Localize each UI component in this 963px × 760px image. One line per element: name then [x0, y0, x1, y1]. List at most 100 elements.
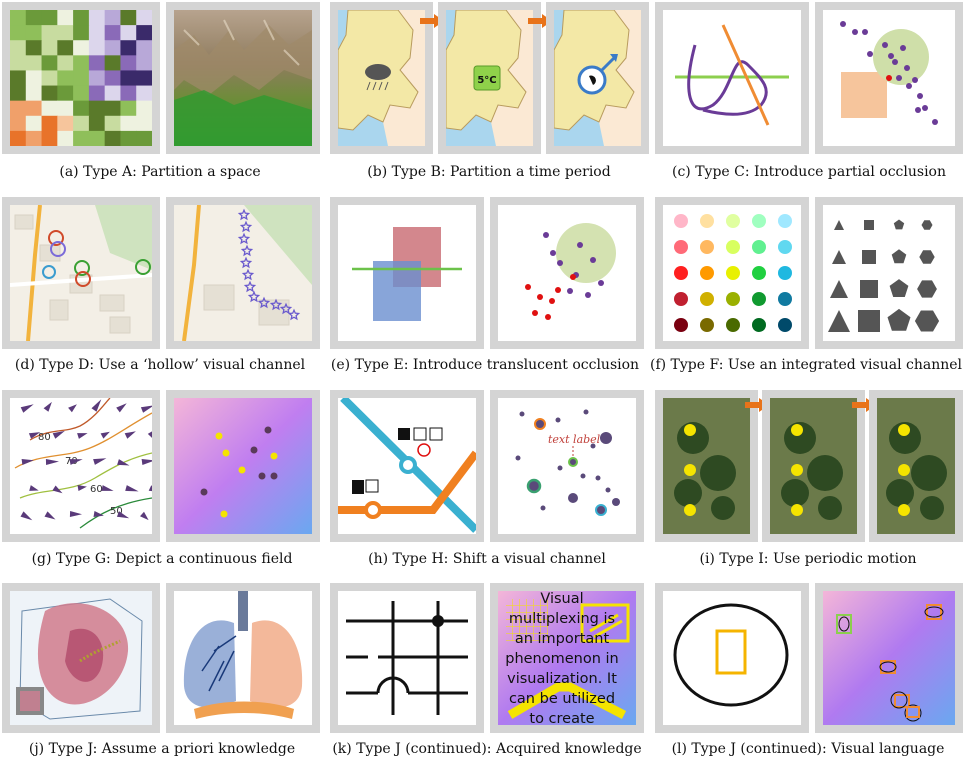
grid-cell — [120, 130, 137, 146]
wind-barb-icon — [147, 431, 152, 438]
panel-j-lungs — [166, 583, 320, 733]
caption-c: (c) Type C: Introduce partial occlusion — [672, 164, 946, 180]
wind-barb-icon — [101, 485, 114, 491]
wind-barb-icon — [20, 404, 34, 413]
color-dot — [700, 214, 714, 228]
grid-cell — [136, 70, 152, 87]
pentagon-shape — [893, 219, 905, 230]
wind-barb-icon — [93, 458, 107, 465]
color-dot — [752, 318, 766, 332]
grid-cell — [73, 130, 90, 146]
caption-i: (i) Type I: Use periodic motion — [699, 551, 917, 567]
color-dot — [700, 318, 714, 332]
grid-cell — [41, 115, 58, 132]
grid-cell — [136, 40, 152, 56]
wind-barb-icon — [43, 401, 52, 412]
grid-cell — [41, 130, 58, 146]
star-icon — [279, 302, 293, 315]
triangle-shape — [828, 310, 850, 332]
map-temperature: 5°C — [446, 10, 533, 146]
grid-cell — [88, 70, 106, 87]
panel-e-squares — [330, 197, 484, 349]
color-dot — [700, 292, 714, 306]
color-dot — [726, 318, 740, 332]
color-dot — [752, 266, 766, 280]
hollow-map-stars — [174, 205, 312, 341]
grid-cell — [25, 40, 43, 56]
grid-cell — [57, 70, 74, 87]
color-dot — [752, 292, 766, 306]
grid-cell — [88, 25, 106, 41]
panel-i-frame-3 — [869, 390, 963, 542]
grid-cell — [120, 10, 137, 26]
grid-cell — [104, 10, 121, 26]
wind-barb-icon — [140, 511, 149, 521]
grid-cell — [25, 10, 43, 26]
temperature-label: 5°C — [477, 75, 496, 86]
grid-cell — [10, 40, 27, 56]
grid-cell — [57, 100, 74, 117]
grid-cell — [120, 85, 137, 102]
color-dot — [752, 214, 766, 228]
grid-cell — [73, 100, 90, 117]
grid-cell — [25, 100, 43, 117]
rain-cloud-icon — [365, 64, 391, 91]
wind-barb-icon — [77, 433, 88, 439]
panel-b-map-1 — [330, 2, 433, 154]
panel-c-curves — [655, 2, 809, 154]
grid-cell — [41, 40, 58, 56]
hexagon-shape — [921, 220, 933, 230]
caption-f: (f) Type F: Use an integrated visual cha… — [649, 357, 963, 373]
map-rain — [338, 10, 425, 146]
caption-h: (h) Type H: Shift a visual channel — [368, 551, 606, 567]
caption-k: (k) Type J (continued): Acquired knowled… — [332, 741, 642, 757]
grid-cell — [10, 115, 27, 132]
grid-cell — [136, 85, 152, 102]
multiplex-paragraph: Visual multiplexing is an important phen… — [505, 591, 619, 725]
grid-cell — [10, 85, 27, 102]
grid-cell — [25, 115, 43, 132]
grid-cell — [73, 55, 90, 71]
grid-cell — [88, 100, 106, 117]
wind-barb-icon — [21, 459, 34, 465]
caption-a: (a) Type A: Partition a space — [59, 164, 261, 180]
wind-barb-icon — [45, 459, 59, 465]
grid-cell — [73, 115, 90, 132]
grid-cell — [136, 115, 152, 132]
panel-k-multiplex: Visual multiplexing is an important phen… — [490, 583, 644, 733]
hexagon-shape — [917, 280, 937, 298]
grid-cell — [73, 85, 90, 102]
color-dot — [674, 214, 688, 228]
grid-cell — [88, 10, 106, 26]
lungs-illustration — [174, 591, 312, 725]
grid-cell — [25, 25, 43, 41]
map-wind — [554, 10, 641, 146]
grid-cell — [136, 130, 152, 146]
grid-cell — [120, 70, 137, 87]
grid-cell — [104, 85, 121, 102]
wind-barb-icon — [140, 405, 152, 413]
grid-cell — [57, 85, 74, 102]
grid-cell — [136, 25, 152, 41]
wind-contour-field: 80 70 60 50 — [10, 398, 152, 534]
color-dot — [778, 292, 792, 306]
wind-barb-icon — [91, 399, 102, 412]
wind-barb-icon — [116, 511, 130, 519]
star-icon — [239, 256, 253, 269]
aerial-trees-1 — [663, 398, 750, 534]
grid-cell — [73, 40, 90, 56]
color-dot — [700, 240, 714, 254]
hexagon-shape — [919, 250, 935, 264]
grid-cell — [10, 55, 27, 71]
color-dot — [726, 214, 740, 228]
contour-label-60: 60 — [90, 484, 103, 495]
panel-d-map-a — [2, 197, 160, 349]
grid-cell — [104, 100, 121, 117]
wind-barb-icon — [52, 430, 65, 439]
panel-g-contours: 80 70 60 50 — [2, 390, 160, 542]
grid-cell — [120, 25, 137, 41]
triangle-shape — [832, 250, 846, 264]
grid-cell — [25, 70, 43, 87]
panel-e-dots — [490, 197, 644, 349]
grid-cell — [120, 115, 137, 132]
